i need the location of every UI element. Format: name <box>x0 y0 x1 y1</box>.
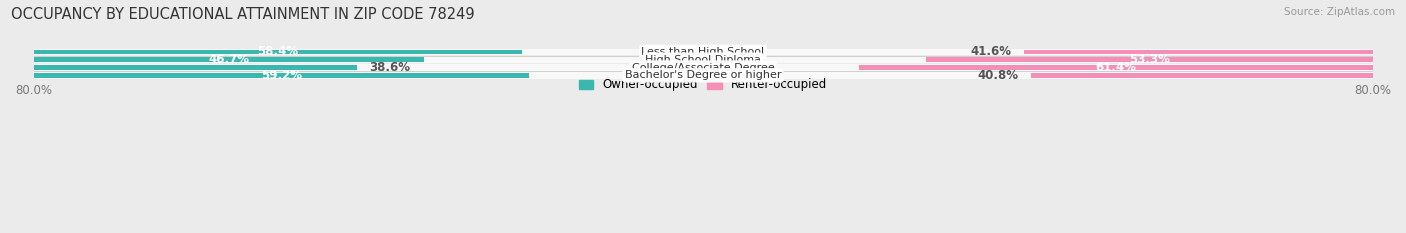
Text: 41.6%: 41.6% <box>970 45 1012 58</box>
Bar <box>1025 50 1372 54</box>
Bar <box>1031 73 1372 78</box>
Text: Bachelor's Degree or higher: Bachelor's Degree or higher <box>624 70 782 80</box>
Text: 46.7%: 46.7% <box>208 53 249 66</box>
Text: Less than High School: Less than High School <box>641 47 765 57</box>
Bar <box>34 73 529 78</box>
Bar <box>34 49 1372 55</box>
Bar <box>34 72 1372 79</box>
Bar <box>927 58 1372 62</box>
Bar <box>34 65 357 70</box>
Text: OCCUPANCY BY EDUCATIONAL ATTAINMENT IN ZIP CODE 78249: OCCUPANCY BY EDUCATIONAL ATTAINMENT IN Z… <box>11 7 475 22</box>
Text: 53.3%: 53.3% <box>1129 53 1170 66</box>
Bar <box>859 65 1372 70</box>
Bar <box>34 57 1372 63</box>
Text: 61.4%: 61.4% <box>1095 61 1136 74</box>
Text: High School Diploma: High School Diploma <box>645 55 761 65</box>
Text: Source: ZipAtlas.com: Source: ZipAtlas.com <box>1284 7 1395 17</box>
Bar <box>34 58 425 62</box>
Bar <box>34 50 522 54</box>
Bar <box>34 65 1372 71</box>
Text: 38.6%: 38.6% <box>370 61 411 74</box>
Legend: Owner-occupied, Renter-occupied: Owner-occupied, Renter-occupied <box>574 74 832 96</box>
Text: 59.2%: 59.2% <box>260 69 302 82</box>
Text: College/Associate Degree: College/Associate Degree <box>631 62 775 72</box>
Text: 58.4%: 58.4% <box>257 45 298 58</box>
Text: 40.8%: 40.8% <box>977 69 1018 82</box>
